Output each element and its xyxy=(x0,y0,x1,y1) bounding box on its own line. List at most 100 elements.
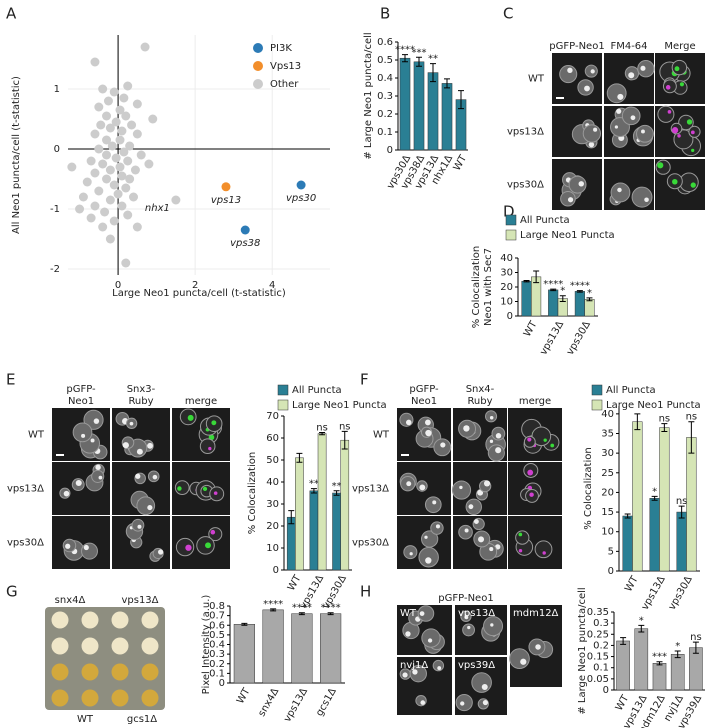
point xyxy=(117,171,127,181)
legend-marker xyxy=(253,79,263,89)
cell xyxy=(83,409,104,430)
punctum xyxy=(614,125,618,129)
punctum xyxy=(437,666,442,671)
y-tick-label: 0.5 xyxy=(209,630,225,641)
y-tick-label: 0.2 xyxy=(209,659,225,670)
panel-letter: H xyxy=(360,583,371,601)
image-column-label: Neo1 xyxy=(411,396,437,407)
cell xyxy=(175,537,195,557)
y-tick-label: 20 xyxy=(266,521,279,532)
punctum xyxy=(483,480,491,487)
cell xyxy=(81,542,98,560)
error-bar xyxy=(661,423,668,433)
y-tick-label: 40 xyxy=(601,409,614,420)
y-tick-label: -2 xyxy=(50,264,60,275)
legend-label: PI3K xyxy=(270,43,292,54)
point xyxy=(105,165,115,175)
point xyxy=(109,180,119,190)
punctum xyxy=(95,464,101,471)
point xyxy=(148,114,158,124)
punctum xyxy=(424,419,431,426)
micrograph xyxy=(508,516,562,569)
point xyxy=(221,182,231,192)
point xyxy=(115,135,125,145)
error-bar xyxy=(523,279,530,283)
error-bar xyxy=(319,432,326,436)
panel-letter: F xyxy=(360,371,369,389)
punctum xyxy=(567,67,573,73)
punctum xyxy=(405,419,412,426)
punctum xyxy=(135,473,141,479)
x-tick-label: WT xyxy=(522,319,540,339)
plate-label: snx4Δ xyxy=(55,595,86,606)
x-tick-label: WT xyxy=(286,573,304,593)
legend-marker xyxy=(253,43,263,53)
punctum xyxy=(518,532,523,537)
legend-marker xyxy=(253,61,263,71)
punctum xyxy=(481,684,488,691)
y-tick-label: 0.2 xyxy=(593,640,609,651)
bar xyxy=(584,299,595,317)
bar xyxy=(413,61,425,151)
punctum xyxy=(520,658,527,665)
cell xyxy=(131,518,145,532)
punctum xyxy=(419,484,426,491)
point xyxy=(82,177,92,187)
cell xyxy=(421,628,441,648)
y-axis-label: # Large Neo1 puncta/cell xyxy=(363,32,374,159)
cell xyxy=(487,444,505,462)
punctum xyxy=(527,437,532,442)
point xyxy=(113,189,123,199)
legend-label: Vps13 xyxy=(270,61,301,72)
punctum xyxy=(630,115,636,121)
point xyxy=(102,174,112,184)
error-bar xyxy=(559,295,566,302)
significance: ns xyxy=(676,496,688,507)
x-tick-label: WT xyxy=(235,686,253,706)
point xyxy=(102,150,112,160)
punctum xyxy=(147,505,153,511)
image-column-label: pGFP- xyxy=(409,384,439,395)
y-tick-label: -1 xyxy=(50,204,60,215)
error-bar xyxy=(638,624,645,633)
cell xyxy=(637,60,655,78)
significance: **** xyxy=(292,603,312,614)
punctum xyxy=(644,197,649,203)
error-bar xyxy=(576,290,583,293)
y-tick-label: 0 xyxy=(507,311,513,322)
point xyxy=(94,186,104,196)
colony xyxy=(141,637,159,655)
point xyxy=(144,159,154,169)
colony xyxy=(111,663,129,681)
point xyxy=(296,180,306,190)
y-tick-label: 0 xyxy=(219,678,225,689)
error-bar xyxy=(430,63,436,83)
colony xyxy=(111,611,129,629)
point xyxy=(117,126,127,136)
x-tick-label: vps13Δ xyxy=(538,319,566,357)
punctum xyxy=(489,439,494,443)
point xyxy=(102,111,112,121)
image-row-label: vps30Δ xyxy=(7,538,44,549)
panel-letter: A xyxy=(6,5,17,23)
punctum xyxy=(440,442,446,448)
colony xyxy=(81,689,99,707)
y-tick-label: 70 xyxy=(266,411,279,422)
point xyxy=(109,216,119,226)
punctum xyxy=(482,700,488,706)
error-bar xyxy=(620,637,627,645)
punctum xyxy=(81,433,86,438)
colony xyxy=(111,689,129,707)
plate-label: vps13Δ xyxy=(121,595,158,606)
bar xyxy=(233,624,255,684)
colony xyxy=(51,611,69,629)
bar xyxy=(616,640,630,691)
bar xyxy=(332,492,341,571)
punctum xyxy=(477,489,484,496)
colony xyxy=(51,663,69,681)
y-tick-label: 0.1 xyxy=(377,127,393,138)
error-bar xyxy=(656,661,663,666)
micrograph xyxy=(552,53,602,104)
error-bar xyxy=(241,622,248,626)
point xyxy=(117,201,127,211)
